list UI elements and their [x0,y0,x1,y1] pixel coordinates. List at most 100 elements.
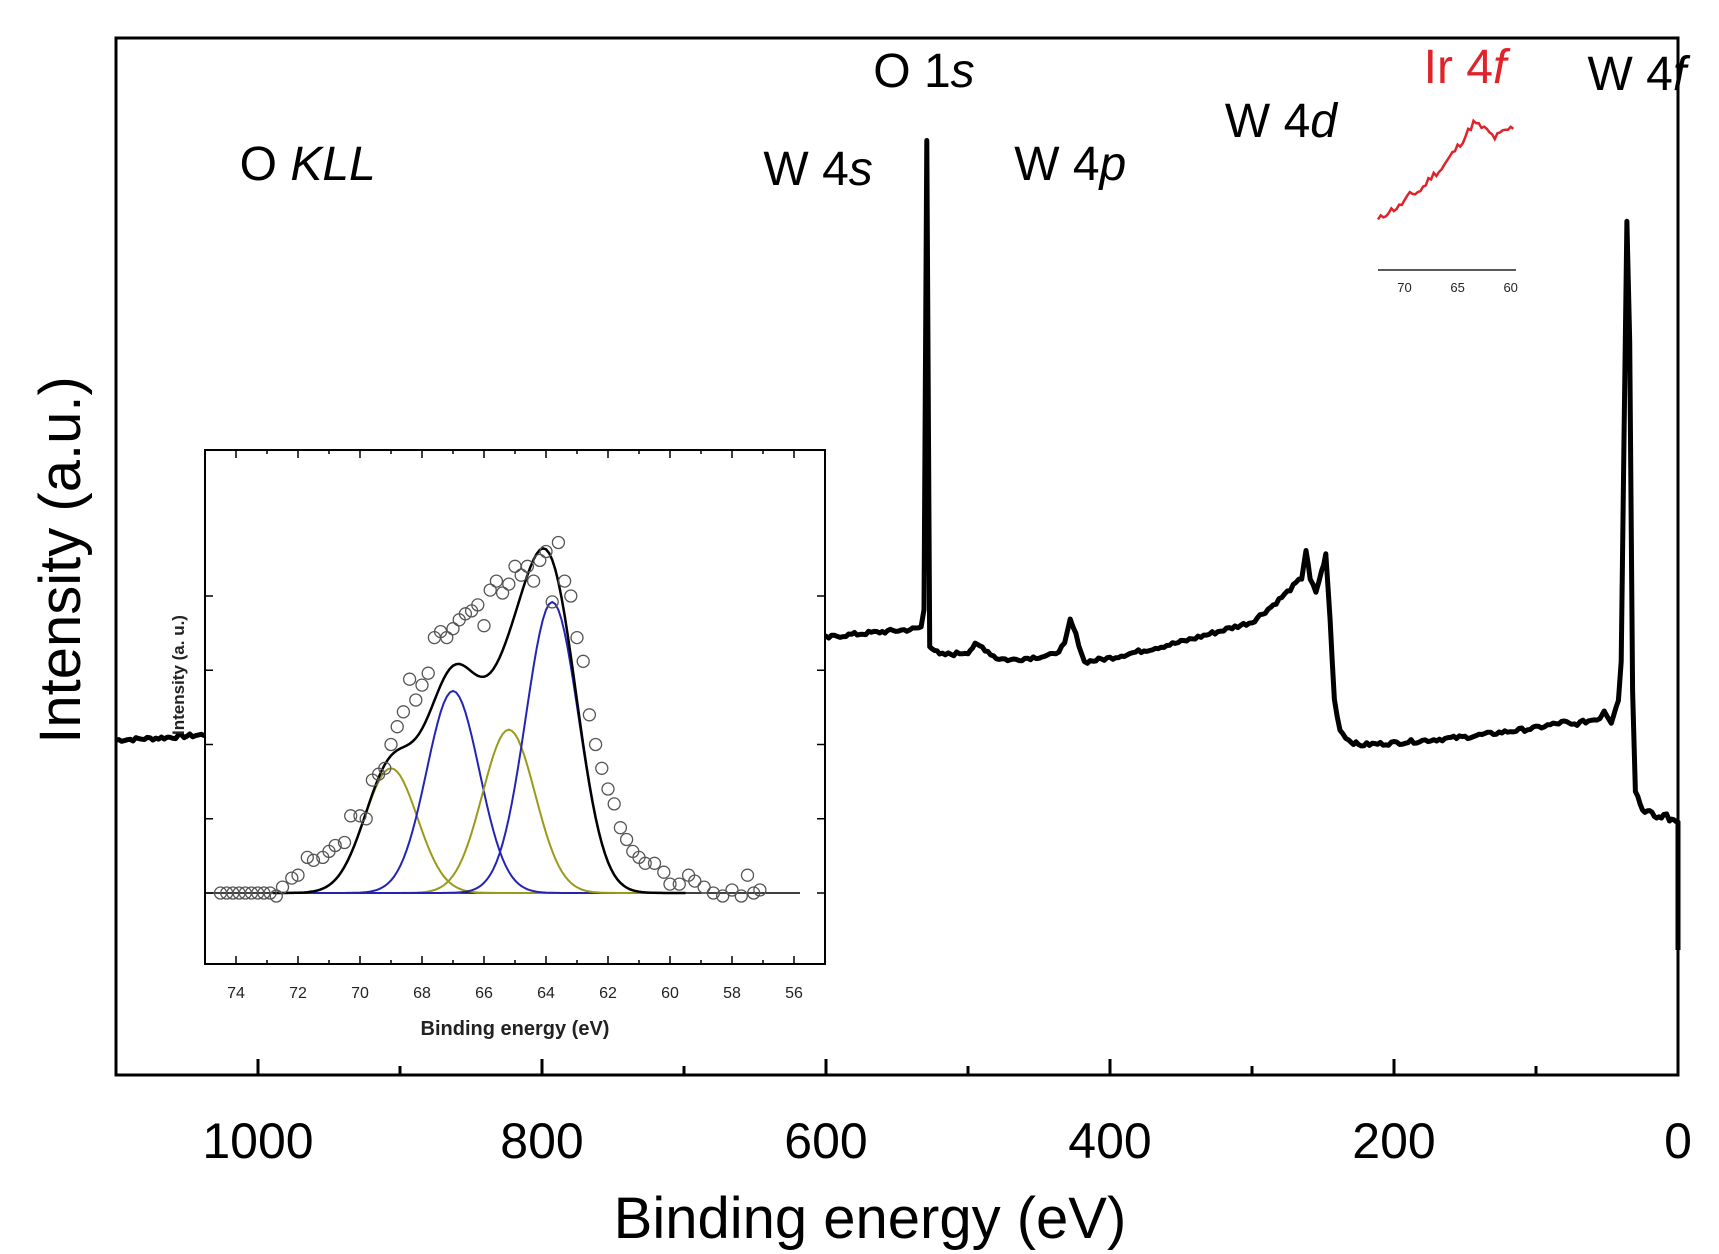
inset-data-point [269,889,283,903]
inset-data-point [390,720,404,734]
inset-data-point [415,678,429,692]
inset-data-point [588,737,603,752]
inset-data-point [638,856,652,870]
inset-data-point [489,574,504,588]
inset-data-point [582,708,597,722]
inset-data-point [545,595,559,609]
inset-data-point [514,568,528,582]
inset-data-point [753,883,767,897]
inset-data-point [570,630,584,645]
inset-data-point [353,809,367,823]
inset-data-point [402,672,417,686]
main-plot-frame [114,36,1680,1077]
peak-label: W 4f [1588,48,1691,101]
inset-x-tick-label: 66 [475,985,493,1002]
inset-data-point [359,812,373,826]
inset-x-tick-label: 68 [413,985,431,1002]
inset-data-point [734,889,748,903]
inset-data-point [306,853,321,867]
ir-4f-inset-line [1376,118,1515,221]
inset-data-point [607,797,621,811]
main-x-tick-label: 200 [1352,1113,1435,1169]
inset-data-point [716,889,730,903]
main-x-tick-label: 1000 [202,1113,313,1169]
inset-data-point [601,782,615,796]
peak-label: O 1s [873,45,974,98]
inset-data-point [672,877,686,891]
inset-x-tick-label: 56 [785,985,803,1002]
inset-data-point [421,666,435,680]
inset-data-point [328,838,342,853]
inset-data-point [477,619,491,633]
inset-x-axis-label: Binding energy (eV) [421,1018,610,1040]
inset-data-point [697,880,711,894]
inset-data-point [378,761,392,775]
inset-x-tick-label: 58 [723,985,741,1002]
inset-x-tick-labels: 74 72 70 68 66 64 62 60 58 56 [227,985,803,1002]
main-x-tick-label: 0 [1664,1113,1692,1169]
inset-data-point [619,832,634,847]
inset-data-point [384,737,398,752]
inset-data-point [706,886,721,900]
inset-data-point [257,886,271,900]
inset-data-point [458,607,473,621]
inset-ticks [204,450,826,964]
inset-data-point [502,577,516,591]
main-x-axis-label: Binding energy (eV) [614,1186,1127,1251]
inset-data-point [440,630,454,645]
inset-data-point [576,654,590,668]
main-x-tick-label: 800 [500,1113,583,1169]
inset-x-tick-label: 60 [661,985,679,1002]
ir-inset-tick-label: 70 [1397,280,1411,295]
ir-inset-tick-label: 65 [1450,280,1464,295]
inset-data-point [539,544,553,559]
inset-data-point [337,835,352,850]
peak-label: W 4s [763,143,872,196]
peak-label: O KLL [240,138,376,191]
inset-data-point [551,535,566,550]
inset-data-point [663,877,677,891]
inset-data-point [275,880,290,894]
main-y-axis-label: Intensity (a.u.) [28,376,93,743]
inset-data-point [344,809,358,823]
peak-label: W 4d [1225,95,1338,148]
inset-data-point [291,868,305,882]
ir-inset-tick-labels: 70 65 60 [1397,280,1518,295]
inset-x-tick-label: 72 [289,985,307,1002]
inset-data-point [533,553,547,568]
peak-label: W 4p [1014,138,1126,191]
inset-data-point [595,761,609,775]
inset-frame [204,449,826,965]
inset-data-point [725,883,739,897]
inset-data-point [647,856,662,870]
main-x-ticks [114,1059,1680,1075]
inset-data-point [409,693,423,707]
inset-data-point [520,559,535,573]
inset-data-point [740,868,755,882]
inset-x-tick-label: 62 [599,985,617,1002]
main-x-tick-labels: 1000 800 600 400 200 0 [202,1113,1692,1169]
inset-data-point [300,850,314,865]
inset-x-tick-label: 70 [351,985,369,1002]
inset-data-point [564,589,578,603]
ir-inset-tick-label: 60 [1503,280,1517,295]
inset-data-points [213,535,767,903]
inset-data-point [613,821,628,835]
inset-x-tick-label: 64 [537,985,555,1002]
inset-envelope-line [273,546,686,895]
inset-y-axis-label: Intensity (a. u.) [169,615,188,735]
peak-label: Ir 4f [1424,41,1511,94]
main-x-tick-label: 400 [1068,1113,1151,1169]
inset-data-point [747,886,761,900]
inset-data-point [446,622,460,636]
inset-data-point [483,583,497,597]
inset-data-point [285,871,299,885]
inset-data-point [688,874,702,888]
peak-annotations: O KLL W 4sO 1s W 4p W 4d Ir 4f W 4f [240,41,1691,196]
inset-data-point [495,586,510,600]
inset-data-point [263,886,277,900]
main-x-tick-label: 600 [784,1113,867,1169]
inset-x-tick-label: 74 [227,985,245,1002]
inset-data-point [396,705,411,719]
